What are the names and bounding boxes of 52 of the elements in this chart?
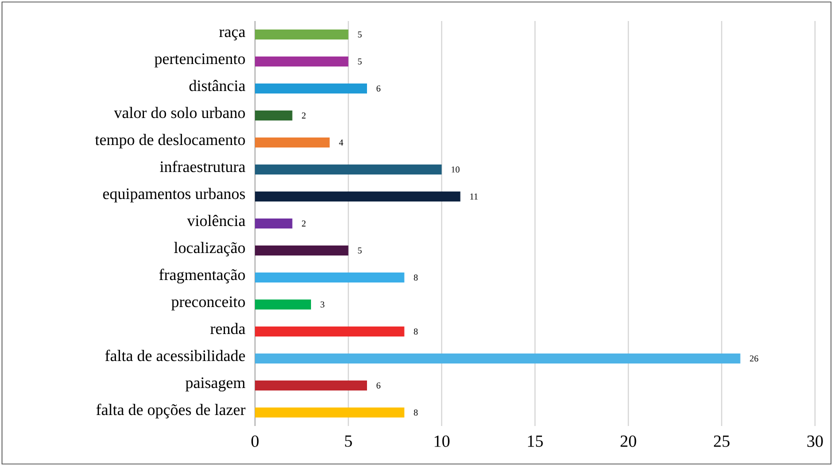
data-label: 6 [376, 85, 380, 92]
bar [255, 299, 312, 310]
data-label: 11 [470, 194, 478, 200]
y-tick-label: falta de opções de lazer [96, 404, 246, 418]
y-tick-label: raça [219, 29, 246, 40]
bar [255, 218, 292, 228]
data-label: 5 [358, 58, 362, 64]
data-label: 6 [376, 382, 380, 389]
bar [255, 83, 368, 94]
bar [255, 245, 348, 256]
data-label: 26 [750, 355, 758, 362]
data-label: 10 [452, 166, 460, 173]
bar [255, 272, 404, 282]
data-label: 8 [414, 409, 418, 416]
bar [255, 137, 330, 148]
data-label: 4 [339, 140, 344, 146]
bar [255, 56, 348, 66]
x-tick-label: 5 [345, 436, 352, 447]
y-tick-label: paisagem [186, 377, 246, 392]
bar [255, 380, 368, 390]
y-tick-label: valor do solo urbano [114, 106, 245, 118]
x-tick-label: 10 [434, 436, 450, 447]
bar [255, 326, 404, 336]
bar [255, 191, 460, 202]
x-tick-label: 20 [620, 436, 636, 447]
y-tick-label: distância [189, 80, 246, 92]
data-label: 3 [320, 301, 324, 308]
data-label: 5 [358, 32, 362, 38]
bar [255, 164, 442, 174]
x-tick-label: 0 [251, 436, 259, 447]
bar [255, 353, 740, 364]
bar [255, 110, 292, 120]
x-tick-label: 25 [714, 436, 730, 447]
y-tick-label: violência [187, 214, 246, 226]
y-tick-label: localização [174, 242, 245, 256]
y-tick-label: pertencimento [154, 53, 245, 68]
x-tick-label: 30 [807, 436, 823, 447]
y-tick-label: tempo de deslocamento [95, 134, 245, 148]
y-tick-label: falta de acessibilidade [105, 350, 245, 362]
y-tick-label: preconceito [171, 296, 245, 310]
bar [255, 29, 348, 40]
y-tick-label: equipamentos urbanos [103, 188, 245, 202]
x-tick-label: 15 [528, 436, 543, 447]
bar [255, 407, 404, 418]
data-label: 5 [358, 248, 362, 254]
y-tick-label: renda [210, 322, 246, 334]
y-tick-label: infraestrutura [160, 160, 246, 172]
data-label: 8 [414, 328, 418, 335]
data-label: 2 [302, 220, 306, 226]
y-tick-label: fragmentação [159, 268, 245, 284]
data-label: 2 [302, 112, 306, 118]
data-label: 8 [414, 274, 418, 281]
